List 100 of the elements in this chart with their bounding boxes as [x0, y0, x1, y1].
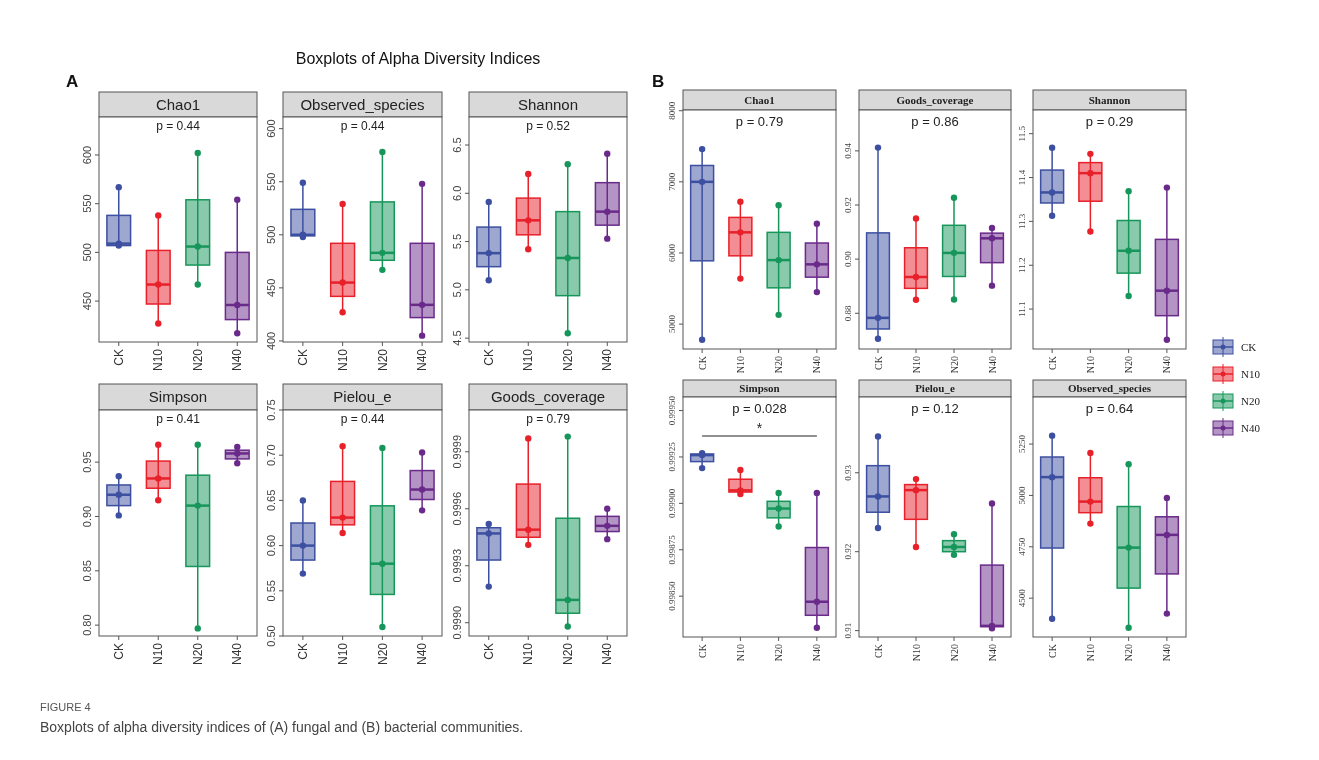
y-tick-label: 0.91	[843, 622, 853, 639]
chart-subtitle: p = 0.79	[735, 114, 784, 129]
x-tick-label: CK	[872, 643, 884, 658]
x-tick-label: N10	[521, 348, 536, 372]
chart-subtitle: p = 0.44	[340, 119, 385, 133]
x-tick-label: N40	[1161, 356, 1173, 374]
y-tick-label: 4750	[1017, 537, 1027, 556]
y-tick-label: 400	[265, 331, 277, 351]
y-tick-label: 0.65	[265, 489, 277, 512]
x-tick-label: N20	[1123, 356, 1135, 374]
x-tick-label: N20	[948, 356, 960, 374]
y-tick-label: 11.4	[1017, 169, 1027, 186]
x-tick-label: N20	[375, 348, 390, 372]
x-tick-label: N40	[415, 348, 430, 372]
x-tick-label: CK	[696, 355, 708, 370]
y-tick-label: 6.0	[451, 185, 463, 201]
x-tick-label: N10	[1084, 356, 1096, 374]
y-tick-label: 0.9996	[451, 491, 463, 526]
x-tick-label: N40	[811, 644, 823, 662]
y-tick-label: 0.9993	[451, 548, 463, 583]
chart-title: Pielou_e	[915, 382, 955, 395]
chart-subtitle: p = 0.79	[526, 412, 571, 426]
y-tick-label: 11.3	[1017, 213, 1027, 230]
y-tick-label: 0.99850	[667, 581, 677, 611]
chart-title: Chao1	[155, 95, 201, 113]
chart-subtitle: p = 0.29	[1085, 114, 1134, 129]
y-tick-label: 0.85	[81, 560, 93, 582]
chart-title: Goods_coverage	[896, 93, 974, 106]
x-tick-label: CK	[111, 643, 126, 660]
x-tick-label: CK	[872, 355, 884, 370]
legend-label: N40	[1241, 421, 1261, 434]
x-tick-label: N20	[773, 644, 785, 662]
y-tick-label: 6.5	[451, 137, 463, 153]
y-tick-label: 0.99925	[667, 441, 677, 472]
x-tick-label: CK	[111, 349, 126, 366]
x-tick-label: N10	[734, 644, 746, 662]
y-tick-label: 0.80	[81, 614, 93, 636]
x-tick-label: N10	[521, 642, 536, 666]
y-tick-label: 0.60	[265, 534, 277, 557]
y-tick-label: 0.88	[843, 304, 853, 322]
y-tick-label: 500	[81, 243, 93, 262]
chart-title: Shannon	[1088, 93, 1131, 106]
y-tick-label: 0.99950	[667, 395, 677, 426]
chart-title: Observed_species	[1067, 382, 1152, 395]
text: B	[652, 72, 665, 91]
chart-subtitle: p = 0.44	[340, 412, 385, 426]
y-tick-label: 5000	[1017, 485, 1027, 505]
x-tick-label: CK	[296, 643, 311, 660]
y-tick-label: 0.70	[265, 444, 277, 466]
text: Boxplots of alpha diversity indices of (A) fungal and (B) bacterial communities.	[40, 719, 524, 735]
y-tick-label: 6000	[667, 243, 677, 262]
chart-title: Simpson	[739, 382, 780, 395]
chart-subtitle: p = 0.44	[156, 119, 201, 133]
x-tick-label: N40	[230, 642, 245, 666]
y-tick-label: 0.75	[265, 399, 277, 421]
chart-title: Pielou_e	[333, 388, 392, 406]
y-tick-label: 500	[265, 225, 277, 244]
x-tick-label: N10	[1084, 644, 1096, 662]
x-tick-label: CK	[1046, 643, 1058, 658]
y-tick-label: 5250	[1017, 434, 1027, 454]
chart-title: Shannon	[517, 95, 579, 113]
text: Boxplots of Alpha Diversity Indices	[295, 50, 541, 67]
y-tick-label: 4.5	[451, 330, 463, 346]
y-tick-label: 11.2	[1017, 257, 1027, 273]
legend-label: CK	[1241, 340, 1257, 353]
chart-subtitle: p = 0.028	[732, 401, 787, 416]
x-tick-label: N40	[986, 644, 998, 662]
x-tick-label: N40	[986, 356, 998, 374]
x-tick-label: N20	[560, 348, 575, 372]
y-tick-label: 0.9999	[451, 434, 463, 469]
y-tick-label: 0.92	[843, 197, 853, 213]
y-tick-label: 550	[81, 194, 93, 213]
legend-label: N20	[1241, 394, 1261, 407]
y-tick-label: 0.50	[265, 625, 277, 647]
x-tick-label: N20	[560, 642, 575, 666]
chart-title: Simpson	[148, 388, 208, 406]
chart-subtitle: p = 0.86	[911, 114, 959, 129]
x-tick-label: CK	[481, 349, 496, 366]
x-tick-label: N20	[375, 642, 390, 666]
x-tick-label: N20	[1123, 644, 1135, 662]
y-tick-label: 0.95	[81, 451, 93, 473]
y-tick-label: 550	[265, 172, 277, 191]
x-tick-label: CK	[296, 349, 311, 366]
text: A	[66, 72, 79, 91]
x-tick-label: CK	[1046, 355, 1058, 370]
y-tick-label: 8000	[667, 101, 677, 120]
x-tick-label: N40	[230, 348, 245, 372]
y-tick-label: 4500	[1017, 588, 1027, 608]
x-tick-label: N40	[1161, 644, 1173, 662]
y-tick-label: 600	[265, 119, 277, 138]
chart-title: Goods_coverage	[490, 388, 606, 406]
x-tick-label: N40	[600, 642, 615, 666]
x-tick-label: N10	[151, 348, 166, 372]
x-tick-label: N20	[773, 356, 785, 374]
y-tick-label: 5000	[667, 314, 677, 334]
x-tick-label: N40	[415, 642, 430, 666]
x-tick-label: N40	[600, 348, 615, 372]
y-tick-label: 5.0	[451, 282, 463, 298]
y-tick-label: 7000	[667, 172, 677, 191]
y-tick-label: 0.94	[843, 142, 853, 159]
